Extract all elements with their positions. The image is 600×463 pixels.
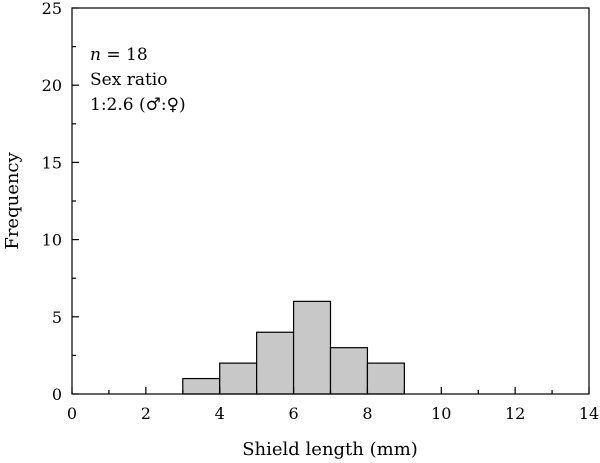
y-axis-ticks: 0 5 10 15 20 25 [42,0,79,404]
x-axis-ticks: 0 2 4 6 8 10 12 14 [67,387,599,423]
bar-2 [256,331,295,395]
bar-1 [219,362,258,395]
annotation-n-value: = 18 [101,45,148,65]
y-tick-label: 15 [42,153,62,172]
bars-group [182,300,405,395]
bar-0 [182,377,221,395]
y-tick-label: 20 [42,76,62,95]
x-tick-label: 6 [288,404,298,423]
y-tick-label: 5 [52,308,62,327]
x-tick-label: 2 [141,404,151,423]
x-tick-label: 4 [215,404,225,423]
bar-5 [366,362,405,395]
x-tick-label: 0 [67,404,77,423]
svg-text:n = 18: n = 18 [90,45,148,65]
y-tick-label: 25 [42,0,62,18]
x-tick-label: 10 [431,404,451,423]
x-axis-title: Shield length (mm) [242,439,418,460]
annotation-line3: 1:2.6 (♂:♀) [90,95,186,115]
y-tick-label: 10 [42,231,62,250]
annotation-n-label: n [90,45,101,65]
x-tick-label: 12 [505,404,525,423]
bar-4 [329,347,369,395]
y-axis-title: Frequency [2,151,23,249]
annotation: n = 18 Sex ratio 1:2.6 (♂:♀) [90,45,186,115]
bar-3 [292,300,332,395]
annotation-line2: Sex ratio [90,70,167,90]
y-tick-label: 0 [52,385,62,404]
x-tick-label: 14 [579,404,599,423]
x-tick-label: 8 [362,404,372,423]
